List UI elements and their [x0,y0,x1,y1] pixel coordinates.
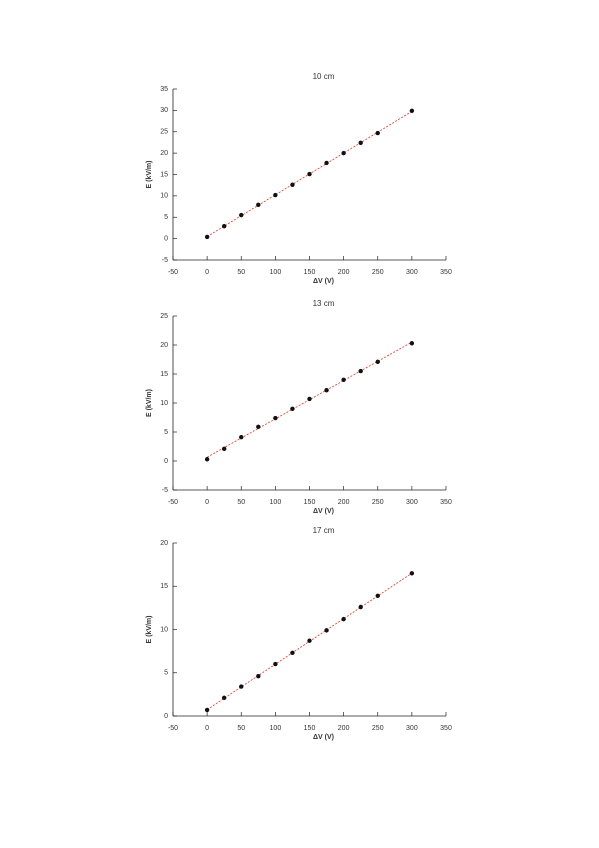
data-point [375,130,380,136]
x-tick-label: 200 [338,269,350,276]
chart-title: 13 cm [313,299,335,308]
x-tick-label: -50 [168,269,178,276]
y-tick-label: 15 [160,171,168,178]
data-point [256,202,261,208]
data-point [409,341,415,346]
data-point [409,108,415,114]
x-tick-label: 250 [372,499,384,506]
data-point [221,224,227,229]
x-axis-label: ΔV (V) [313,508,334,515]
data-point [324,628,329,633]
y-tick-label: 20 [160,342,168,349]
y-tick-label: 30 [160,107,168,114]
data-point [324,160,329,166]
x-tick-label: 200 [338,499,350,506]
y-tick-label: 10 [160,193,168,200]
x-tick-label: 50 [237,725,245,732]
data-point [256,424,261,429]
x-axis-label: ΔV (V) [313,278,334,285]
data-point [204,707,210,713]
x-tick-label: 350 [440,499,452,506]
data-point [273,661,278,667]
y-tick-label: 20 [160,150,168,157]
x-tick-label: 100 [270,725,282,732]
x-tick-label: 300 [406,725,418,732]
x-tick-label: 50 [237,269,245,276]
y-tick-label: 5 [164,429,168,436]
x-tick-label: 150 [304,499,316,506]
y-tick-label: 15 [160,583,168,590]
x-tick-label: 100 [270,269,282,276]
chart-title: 17 cm [313,526,335,535]
data-point [307,171,312,177]
y-tick-label: 35 [160,86,168,93]
data-point [375,359,380,365]
data-point [221,695,227,701]
x-tick-label: 0 [205,269,209,276]
x-tick-label: 0 [205,725,209,732]
x-tick-label: 350 [440,269,452,276]
data-point [239,435,244,440]
x-tick-label: 200 [338,725,350,732]
data-point [290,650,295,656]
data-point [375,593,380,598]
x-tick-label: 250 [372,725,384,732]
x-tick-label: 300 [406,269,418,276]
x-tick-label: 50 [237,499,245,506]
data-point [358,604,363,610]
data-point [358,140,363,146]
data-point [204,457,210,462]
data-point [256,674,261,679]
data-point [204,234,210,240]
x-axis-label: ΔV (V) [313,734,334,741]
data-point [290,406,295,411]
x-tick-label: 250 [372,269,384,276]
data-point [307,396,312,402]
x-tick-label: 100 [270,499,282,506]
x-tick-label: 300 [406,499,418,506]
y-tick-label: 0 [164,713,168,720]
y-tick-label: -5 [162,257,168,264]
x-tick-label: 150 [304,725,316,732]
y-axis-label: E (kV/m) [146,160,153,188]
y-tick-label: -5 [162,487,168,494]
y-tick-label: 5 [164,214,168,221]
y-tick-label: 10 [160,626,168,633]
data-point [273,415,278,421]
y-axis-label: E (kV/m) [146,389,153,417]
x-tick-label: -50 [168,499,178,506]
data-point [221,446,227,452]
data-point [341,150,346,156]
data-point [307,638,312,643]
data-point [273,192,278,198]
y-tick-label: 10 [160,400,168,407]
y-tick-label: 15 [160,371,168,378]
y-tick-label: 25 [160,313,168,320]
y-tick-label: 25 [160,129,168,136]
data-point [341,377,346,382]
data-point [239,684,244,689]
y-tick-label: 0 [164,458,168,465]
x-tick-label: 0 [205,499,209,506]
y-tick-label: 0 [164,235,168,242]
data-point [341,616,346,622]
data-point [358,368,363,374]
x-tick-label: 150 [304,269,316,276]
data-point [239,212,244,218]
chart-title: 10 cm [313,72,335,81]
y-axis-label: E (kV/m) [146,615,153,643]
y-tick-label: 20 [160,540,168,547]
y-tick-label: 5 [164,670,168,677]
x-tick-label: 350 [440,725,452,732]
data-point [324,388,329,393]
data-point [290,182,295,187]
x-tick-label: -50 [168,725,178,732]
data-point [409,571,415,576]
